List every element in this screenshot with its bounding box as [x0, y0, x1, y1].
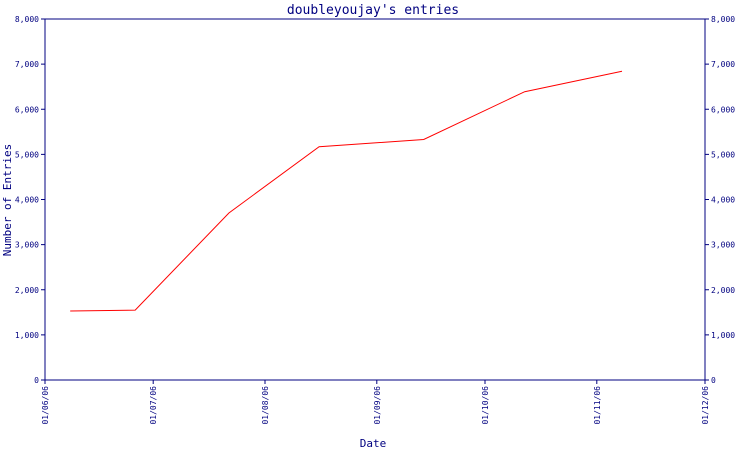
- y-tick-label-left: 0: [34, 376, 39, 385]
- y-tick-label-right: 4,000: [711, 196, 735, 205]
- y-tick-label-left: 3,000: [15, 241, 39, 250]
- y-tick-label-left: 5,000: [15, 150, 39, 159]
- y-tick-label-left: 7,000: [15, 60, 39, 69]
- series-line: [70, 70, 623, 312]
- x-axis: 01/06/06 01/07/06 01/08/06 01/09/06 01/10/06…: [41, 380, 710, 425]
- y-axis-right: 0 1,000 2,000 3,000 4,000 5,000 6,000 7,000 8,00…: [705, 15, 735, 385]
- y-tick-label-right: 6,000: [711, 105, 735, 114]
- series-layer: [70, 70, 623, 312]
- y-tick-label-left: 4,000: [15, 196, 39, 205]
- y-tick-label-left: 2,000: [15, 286, 39, 295]
- y-tick-label-right: 3,000: [711, 241, 735, 250]
- y-tick-label-right: 8,000: [711, 15, 735, 24]
- plot-frame: [44, 18, 706, 381]
- y-tick-label-right: 5,000: [711, 150, 735, 159]
- x-tick-label: 01/10/06: [481, 386, 490, 425]
- x-tick-label: 01/09/06: [373, 386, 382, 425]
- y-tick-label-right: 0: [711, 376, 716, 385]
- x-tick-label: 01/06/06: [41, 386, 50, 425]
- x-tick-label: 01/08/06: [261, 386, 270, 425]
- y-tick-label-right: 7,000: [711, 60, 735, 69]
- x-axis-title: Date: [360, 437, 387, 450]
- x-tick-label: 01/12/06: [701, 386, 710, 425]
- y-tick-label-right: 1,000: [711, 331, 735, 340]
- y-axis-title: Number of Entries: [1, 144, 14, 257]
- y-tick-label-left: 6,000: [15, 105, 39, 114]
- x-tick-label: 01/07/06: [149, 386, 158, 425]
- chart-title: doubleyoujay's entries: [287, 3, 459, 18]
- y-axis-left: 0 1,000 2,000 3,000 4,000 5,000 6,000 7,000 8,00…: [15, 15, 45, 385]
- y-tick-label-left: 8,000: [15, 15, 39, 24]
- x-tick-label: 01/11/06: [593, 386, 602, 425]
- y-tick-label-left: 1,000: [15, 331, 39, 340]
- y-tick-label-right: 2,000: [711, 286, 735, 295]
